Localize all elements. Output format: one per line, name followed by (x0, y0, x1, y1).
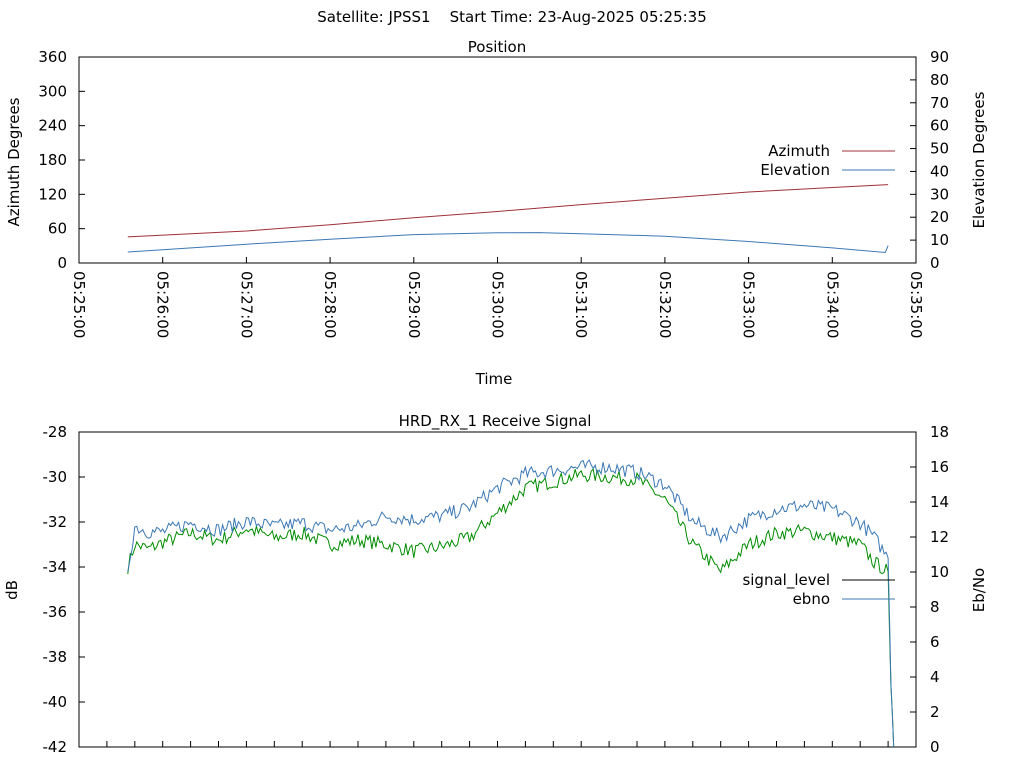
ebno-tick-label: 12 (930, 528, 949, 546)
ebno-tick-label: 0 (930, 738, 940, 756)
legend-label-azimuth: Azimuth (768, 142, 830, 160)
elevation-tick-label: 30 (930, 185, 949, 203)
signal-chart-title: HRD_RX_1 Receive Signal (399, 412, 592, 431)
db-tick-label: -42 (43, 738, 68, 756)
azimuth-tick-label: 60 (48, 220, 67, 238)
position-x-axis-title: Time (475, 370, 513, 388)
time-tick-label: 05:35:00 (907, 271, 925, 338)
time-tick-label: 05:26:00 (154, 271, 172, 338)
time-tick-label: 05:30:00 (489, 271, 507, 338)
elevation-tick-label: 90 (930, 48, 949, 66)
azimuth-tick-label: 0 (57, 254, 67, 272)
elevation-tick-label: 70 (930, 94, 949, 112)
position-y-axis-title: Azimuth Degrees (5, 97, 23, 226)
page-title: Satellite: JPSS1 Start Time: 23-Aug-2025… (0, 8, 1024, 26)
position-y2-axis-title: Elevation Degrees (970, 91, 988, 228)
time-tick-label: 05:27:00 (237, 271, 255, 338)
satellite-label: Satellite: JPSS1 (317, 8, 431, 26)
signal-y2-axis-title: Eb/No (970, 568, 988, 612)
legend-label-signal-level: signal_level (742, 571, 830, 590)
time-tick-label: 05:28:00 (321, 271, 339, 338)
signal-tick-marks (79, 431, 916, 748)
db-tick-label: -30 (43, 468, 68, 486)
elevation-tick-label: 80 (930, 71, 949, 89)
elevation-tick-label: 20 (930, 208, 949, 226)
time-tick-label: 05:32:00 (656, 271, 674, 338)
signal-ebno-axis-labels: 0 2 4 6 8 10 12 14 16 18 (930, 423, 949, 756)
position-legend: Azimuth Elevation (760, 142, 895, 179)
time-tick-label: 05:31:00 (572, 271, 590, 338)
ebno-tick-label: 14 (930, 493, 949, 511)
position-chart-title: Position (468, 38, 526, 56)
position-chart: Position 0 60 120 180 240 300 360 0 10 20 30 40 50 6… (5, 38, 988, 388)
time-tick-label: 05:33:00 (740, 271, 758, 338)
signal-y-axis-title: dB (3, 580, 21, 600)
azimuth-tick-label: 240 (38, 117, 67, 135)
signal-db-axis-labels: -28 -30 -32 -34 -36 -38 -40 -42 (43, 423, 68, 756)
signal-series (127, 459, 895, 748)
azimuth-tick-label: 120 (38, 185, 67, 203)
position-tick-marks (78, 56, 917, 264)
ebno-tick-label: 16 (930, 458, 949, 476)
time-tick-label: 05:25:00 (70, 271, 88, 338)
azimuth-tick-label: 180 (38, 151, 67, 169)
db-tick-label: -28 (43, 423, 68, 441)
position-azimuth-axis-labels: 0 60 120 180 240 300 360 (38, 48, 67, 272)
signal-level-line (127, 467, 895, 748)
ebno-tick-label: 2 (930, 703, 940, 721)
db-tick-label: -32 (43, 513, 68, 531)
ebno-line (127, 459, 895, 748)
signal-plot-frame (78, 431, 917, 748)
elevation-tick-label: 40 (930, 162, 949, 180)
db-tick-label: -34 (43, 558, 68, 576)
elevation-tick-label: 60 (930, 117, 949, 135)
elevation-tick-label: 0 (930, 254, 940, 272)
position-plot-frame (78, 56, 917, 264)
db-tick-label: -40 (43, 693, 68, 711)
position-series (127, 184, 889, 254)
ebno-tick-label: 8 (930, 598, 940, 616)
signal-chart: HRD_RX_1 Receive Signal -28-30-32-34-36-… (3, 412, 988, 756)
time-tick-label: 05:29:00 (405, 271, 423, 338)
position-elevation-axis-labels: 0 10 20 30 40 50 60 70 80 90 (930, 48, 949, 272)
signal-legend: signal_level ebno (742, 571, 895, 608)
ebno-tick-label: 10 (930, 563, 949, 581)
legend-label-elevation: Elevation (760, 161, 830, 179)
elevation-tick-label: 50 (930, 140, 949, 158)
ebno-tick-label: 4 (930, 668, 940, 686)
ebno-tick-label: 18 (930, 423, 949, 441)
elevation-tick-label: 10 (930, 231, 949, 249)
azimuth-line (127, 184, 889, 238)
start-time-label: Start Time: 23-Aug-2025 05:25:35 (449, 8, 707, 26)
position-time-axis-labels: 05:25:00 05:26:00 05:27:00 05:28:00 05:29:00… (70, 271, 925, 338)
time-tick-label: 05:34:00 (823, 271, 841, 338)
ebno-tick-label: 6 (930, 633, 940, 651)
azimuth-tick-label: 360 (38, 48, 67, 66)
azimuth-tick-label: 300 (38, 82, 67, 100)
elevation-line (127, 232, 889, 254)
db-tick-label: -38 (43, 648, 68, 666)
legend-label-ebno: ebno (793, 590, 830, 608)
db-tick-label: -36 (43, 603, 68, 621)
